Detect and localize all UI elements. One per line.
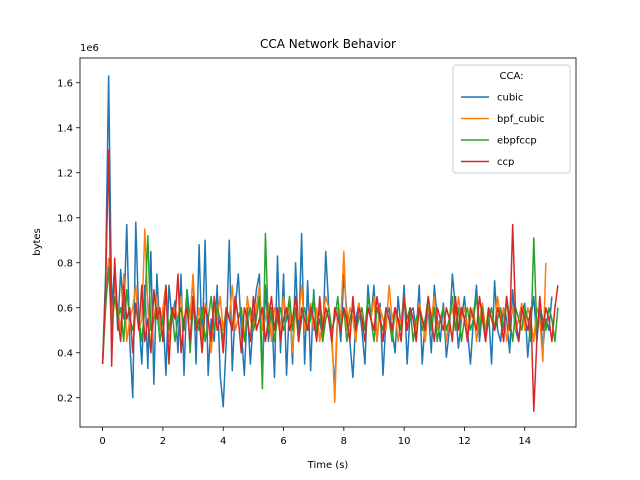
- x-tick-label: 10: [398, 436, 411, 447]
- y-axis: 0.2 0.4 0.6 0.8 1.0 1.2 1.4 1.6: [57, 78, 80, 404]
- plot-frame: [79, 57, 577, 428]
- x-tick-label: 0: [99, 436, 105, 447]
- y-tick-label: 1.6: [57, 78, 73, 89]
- series-line-ccp: [101, 149, 559, 412]
- legend-label-cubic: cubic: [497, 93, 523, 104]
- y-tick-label: 0.8: [57, 258, 73, 269]
- x-tick-label: 2: [160, 436, 166, 447]
- x-axis-title: Time (s): [307, 460, 349, 471]
- y-tick-label: 0.2: [57, 393, 73, 404]
- plot-area: [101, 75, 559, 412]
- y-tick-label: 0.4: [57, 348, 73, 359]
- legend-label-ccp: ccp: [497, 157, 514, 168]
- legend-label-bpf-cubic: bpf_cubic: [497, 114, 545, 125]
- x-tick-label: 14: [518, 436, 531, 447]
- series-line-cubic: [101, 75, 553, 408]
- chart-title: CCA Network Behavior: [260, 37, 396, 51]
- x-tick-label: 8: [341, 436, 347, 447]
- y-axis-title: bytes: [32, 228, 43, 256]
- x-axis: 0 2 4 6 8 10 12 14: [99, 427, 531, 447]
- y-tick-label: 0.6: [57, 303, 73, 314]
- legend-label-ebpfccp: ebpfccp: [497, 136, 537, 147]
- y-multiplier-label: 1e6: [80, 43, 99, 54]
- y-tick-label: 1.2: [57, 168, 73, 179]
- x-tick-label: 6: [280, 436, 286, 447]
- legend-box: [452, 64, 571, 174]
- y-tick-label: 1.4: [57, 123, 73, 134]
- x-tick-label: 4: [220, 436, 226, 447]
- legend-title: CCA:: [500, 71, 524, 82]
- x-tick-label: 12: [458, 436, 471, 447]
- y-tick-label: 1.0: [57, 213, 73, 224]
